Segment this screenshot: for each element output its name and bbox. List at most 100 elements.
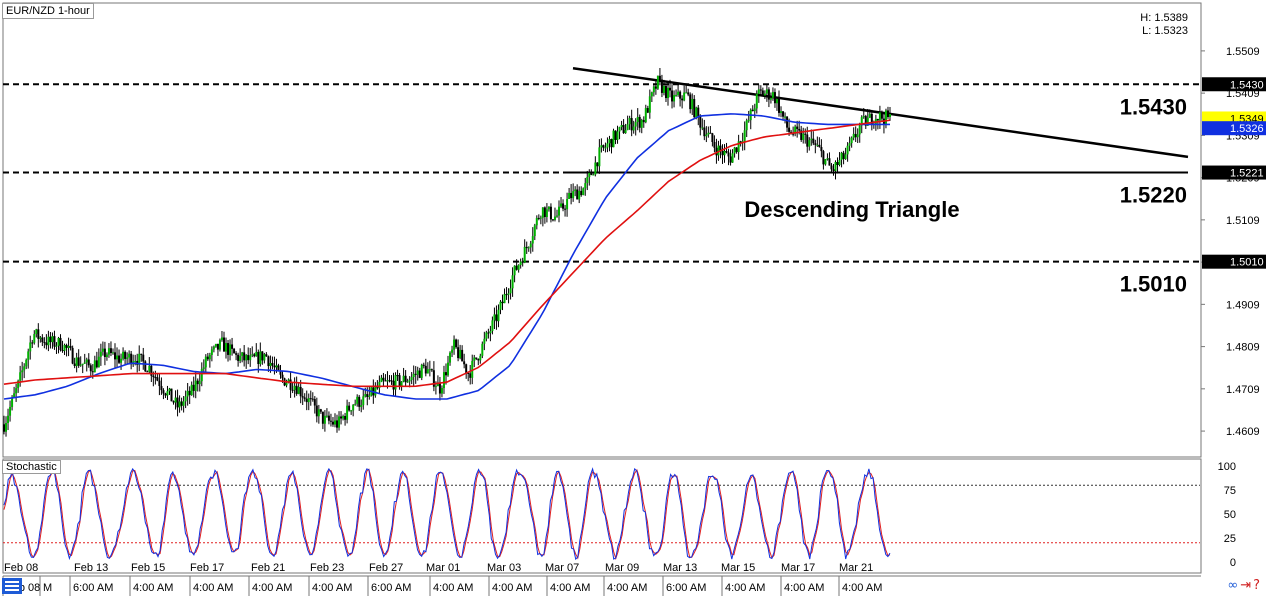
candle-body (65, 344, 68, 348)
candle-body (525, 246, 528, 249)
candle-body (85, 359, 88, 363)
candle-body (666, 87, 669, 99)
candle-body (767, 89, 770, 100)
date-label: Feb 23 (310, 562, 344, 574)
candle-body (856, 134, 859, 138)
candle-body (103, 348, 106, 358)
candle-body (880, 112, 883, 119)
candle-body (317, 409, 320, 417)
candle-body (333, 420, 336, 425)
candle-body (57, 337, 60, 346)
candle-body (566, 199, 569, 210)
candle-body (578, 190, 581, 200)
candle-body (218, 340, 221, 350)
candle-body (509, 288, 512, 294)
candle-body (626, 124, 629, 131)
question-icon[interactable]: ? (1253, 578, 1262, 593)
candle-body (307, 398, 310, 403)
candle-body (216, 343, 219, 350)
candle-body (116, 355, 119, 360)
candle-body (424, 365, 427, 374)
price-tick-label: 1.4909 (1226, 299, 1260, 311)
candle-body (798, 128, 801, 131)
candle-body (95, 360, 98, 368)
candle-body (380, 377, 383, 382)
candle-body (130, 353, 133, 365)
candle-body (794, 126, 797, 134)
candle-body (858, 125, 861, 135)
candle-body (408, 380, 411, 382)
candle-body (551, 219, 554, 221)
candle-body (695, 107, 698, 118)
candle-body (572, 191, 575, 199)
candle-body (3, 424, 5, 432)
candle-body (473, 357, 476, 361)
candle-body (777, 98, 780, 113)
candle-body (447, 362, 450, 376)
candle-body (297, 386, 300, 394)
candle-body (178, 401, 181, 408)
candle-body (285, 382, 288, 386)
candle-body (497, 309, 500, 322)
candle-body (580, 190, 583, 196)
candle-body (289, 379, 292, 390)
candle-body (43, 342, 46, 344)
candle-body (281, 374, 284, 379)
candle-body (547, 206, 550, 210)
main-panel (2, 2, 1202, 458)
candle-body (235, 353, 238, 355)
candle-body (656, 75, 659, 89)
candle-body (91, 371, 94, 373)
candle-body (69, 345, 72, 348)
level-label: 1.5430 (1120, 94, 1187, 119)
candle-body (759, 89, 762, 91)
candle-body (31, 342, 34, 344)
date-label: Mar 17 (781, 562, 815, 574)
candle-body (600, 145, 603, 148)
candle-body (612, 130, 615, 148)
candle-body (97, 356, 100, 368)
candle-body (99, 351, 102, 357)
candle-body (479, 355, 482, 361)
candle-body (531, 236, 534, 244)
candle-body (410, 377, 413, 381)
candle-body (138, 353, 141, 365)
candle-body (753, 108, 756, 112)
candle-body (9, 406, 12, 416)
candle-body (109, 348, 112, 354)
candle-body (124, 351, 127, 359)
stochastic-tick-label: 0 (1230, 557, 1236, 569)
candle-body (862, 116, 865, 118)
candle-body (729, 156, 732, 163)
candle-body (560, 203, 563, 207)
candle-body (475, 357, 478, 359)
link-icon[interactable]: ∞ (1227, 578, 1241, 593)
candle-body (576, 189, 579, 200)
candle-body (555, 215, 558, 217)
candle-body (398, 375, 401, 386)
candle-body (202, 367, 205, 369)
candle-body (703, 127, 706, 137)
candle-body (430, 369, 433, 371)
candle-body (733, 147, 736, 154)
candle-body (628, 118, 631, 125)
candle-body (41, 337, 44, 343)
candle-body (47, 336, 50, 346)
candle-body (757, 89, 760, 94)
candle-body (327, 415, 330, 421)
candle-body (313, 399, 316, 406)
menu-icon[interactable] (2, 578, 22, 594)
arrow-in-icon[interactable]: ⇥ (1240, 578, 1254, 593)
candle-body (788, 127, 791, 132)
candle-body (382, 377, 385, 381)
candle-body (636, 116, 639, 123)
candle-body (89, 365, 92, 372)
date-label: Mar 07 (545, 562, 579, 574)
candle-body (782, 111, 785, 117)
candle-body (364, 394, 367, 397)
candle-body (590, 172, 593, 175)
candle-body (620, 125, 623, 128)
candle-body (543, 207, 546, 218)
candle-body (806, 134, 809, 147)
